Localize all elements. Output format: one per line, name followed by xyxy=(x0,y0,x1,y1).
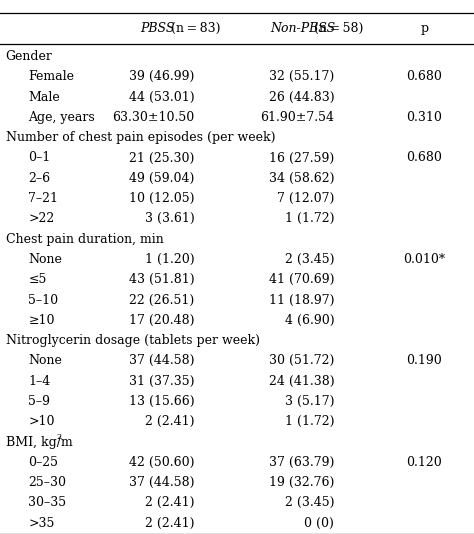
Text: 30–35: 30–35 xyxy=(28,497,66,509)
Text: 41 (70.69): 41 (70.69) xyxy=(269,273,334,286)
Text: 2–6: 2–6 xyxy=(28,172,51,185)
Text: 37 (63.79): 37 (63.79) xyxy=(269,456,334,469)
Text: 7–21: 7–21 xyxy=(28,192,58,205)
Text: 30 (51.72): 30 (51.72) xyxy=(269,355,334,367)
Text: (n = 58): (n = 58) xyxy=(310,22,364,35)
Text: 11 (18.97): 11 (18.97) xyxy=(269,294,334,307)
Text: 3 (3.61): 3 (3.61) xyxy=(145,213,194,225)
Text: 61.90±7.54: 61.90±7.54 xyxy=(260,111,334,124)
Text: 0 (0): 0 (0) xyxy=(304,517,334,530)
Text: 0.680: 0.680 xyxy=(406,152,442,164)
Text: 2 (3.45): 2 (3.45) xyxy=(285,497,334,509)
Text: 0.310: 0.310 xyxy=(406,111,442,124)
Text: ≤5: ≤5 xyxy=(28,273,47,286)
Text: 2 (2.41): 2 (2.41) xyxy=(145,497,194,509)
Text: 0–25: 0–25 xyxy=(28,456,58,469)
Text: 42 (50.60): 42 (50.60) xyxy=(129,456,194,469)
Text: 63.30±10.50: 63.30±10.50 xyxy=(112,111,194,124)
Text: 1 (1.72): 1 (1.72) xyxy=(285,415,334,428)
Text: 19 (32.76): 19 (32.76) xyxy=(269,476,334,489)
Text: 22 (26.51): 22 (26.51) xyxy=(129,294,194,307)
Text: 2 (3.45): 2 (3.45) xyxy=(285,253,334,266)
Text: 5–10: 5–10 xyxy=(28,294,59,307)
Text: 34 (58.62): 34 (58.62) xyxy=(269,172,334,185)
Text: 49 (59.04): 49 (59.04) xyxy=(129,172,194,185)
Text: 39 (46.99): 39 (46.99) xyxy=(129,70,194,83)
Text: None: None xyxy=(28,355,62,367)
Text: Non-PBSS: Non-PBSS xyxy=(270,22,336,35)
Text: None: None xyxy=(28,253,62,266)
Text: 31 (37.35): 31 (37.35) xyxy=(129,375,194,388)
Text: 0.120: 0.120 xyxy=(406,456,442,469)
Text: 3 (5.17): 3 (5.17) xyxy=(285,395,334,408)
Text: 26 (44.83): 26 (44.83) xyxy=(269,91,334,104)
Text: 7 (12.07): 7 (12.07) xyxy=(277,192,334,205)
Text: ≥10: ≥10 xyxy=(28,314,55,327)
Text: 2 (2.41): 2 (2.41) xyxy=(145,517,194,530)
Text: 37 (44.58): 37 (44.58) xyxy=(129,355,194,367)
Text: 0.190: 0.190 xyxy=(406,355,442,367)
Text: Number of chest pain episodes (per week): Number of chest pain episodes (per week) xyxy=(6,131,275,144)
Text: Age, years: Age, years xyxy=(28,111,95,124)
Text: 44 (53.01): 44 (53.01) xyxy=(129,91,194,104)
Text: 1 (1.72): 1 (1.72) xyxy=(285,213,334,225)
Text: 2 (2.41): 2 (2.41) xyxy=(145,415,194,428)
Text: Male: Male xyxy=(28,91,60,104)
Text: 16 (27.59): 16 (27.59) xyxy=(269,152,334,164)
Text: 32 (55.17): 32 (55.17) xyxy=(269,70,334,83)
Text: Female: Female xyxy=(28,70,74,83)
Text: 0.680: 0.680 xyxy=(406,70,442,83)
Text: Gender: Gender xyxy=(6,50,53,63)
Text: >35: >35 xyxy=(28,517,55,530)
Text: 21 (25.30): 21 (25.30) xyxy=(129,152,194,164)
Text: 13 (15.66): 13 (15.66) xyxy=(129,395,194,408)
Text: Nitroglycerin dosage (tablets per week): Nitroglycerin dosage (tablets per week) xyxy=(6,334,260,347)
Text: 4 (6.90): 4 (6.90) xyxy=(284,314,334,327)
Text: 17 (20.48): 17 (20.48) xyxy=(129,314,194,327)
Text: BMI, kg/m: BMI, kg/m xyxy=(6,436,73,449)
Text: PBSS: PBSS xyxy=(140,22,174,35)
Text: 24 (41.38): 24 (41.38) xyxy=(269,375,334,388)
Text: p: p xyxy=(420,22,428,35)
Text: 0.010*: 0.010* xyxy=(403,253,445,266)
Text: 43 (51.81): 43 (51.81) xyxy=(129,273,194,286)
Text: 2: 2 xyxy=(56,433,62,441)
Text: 37 (44.58): 37 (44.58) xyxy=(129,476,194,489)
Text: 10 (12.05): 10 (12.05) xyxy=(129,192,194,205)
Text: 25–30: 25–30 xyxy=(28,476,66,489)
Text: 1–4: 1–4 xyxy=(28,375,51,388)
Text: >22: >22 xyxy=(28,213,55,225)
Text: >10: >10 xyxy=(28,415,55,428)
Text: 0–1: 0–1 xyxy=(28,152,51,164)
Text: Chest pain duration, min: Chest pain duration, min xyxy=(6,233,164,246)
Text: (n = 83): (n = 83) xyxy=(167,22,221,35)
Text: 1 (1.20): 1 (1.20) xyxy=(145,253,194,266)
Text: 5–9: 5–9 xyxy=(28,395,50,408)
